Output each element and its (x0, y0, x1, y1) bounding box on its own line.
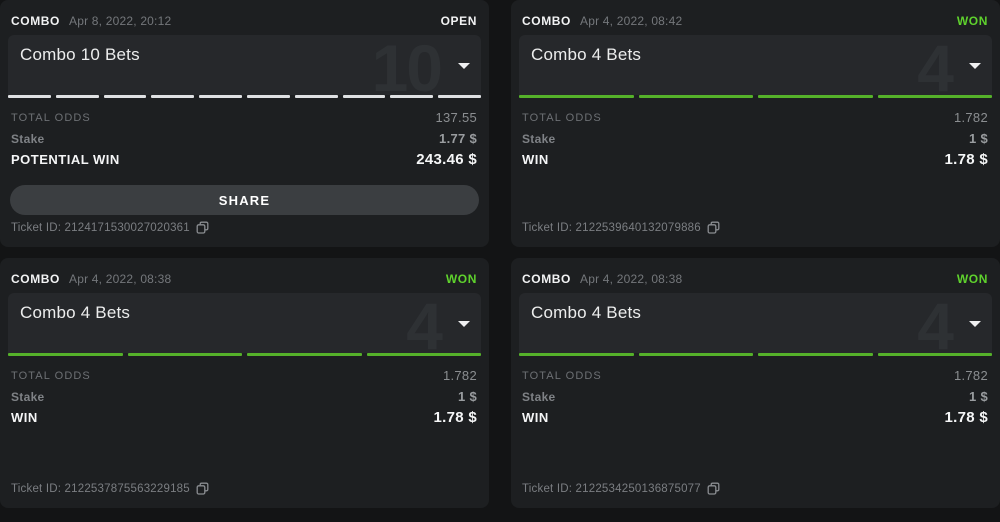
ticket-id-value: 2122537875563229185 (64, 482, 190, 495)
bet-card-open: COMBO Apr 8, 2022, 20:12 OPEN Combo 10 B… (0, 0, 489, 247)
bet-type-label: COMBO (522, 14, 571, 28)
win-value: 1.78 $ (944, 409, 988, 426)
bet-date: Apr 4, 2022, 08:42 (580, 14, 683, 28)
bet-summary-strip[interactable]: Combo 4 Bets 4 (8, 293, 481, 353)
bet-figures: TOTAL ODDS 137.55 Stake 1.77 $ POTENTIAL… (0, 98, 489, 170)
status-badge: WON (956, 14, 988, 28)
legs-count-watermark: 10 (371, 35, 443, 95)
card-header: COMBO Apr 4, 2022, 08:38 WON (0, 258, 489, 286)
legs-progress (8, 353, 481, 356)
legs-progress (8, 95, 481, 98)
ticket-id-text: Ticket ID: 2122534250136875077 (522, 482, 701, 495)
legs-progress (519, 95, 992, 98)
ticket-id-row: Ticket ID: 2122537875563229185 (11, 482, 209, 495)
total-odds-value: 1.782 (953, 368, 988, 383)
stake-label: Stake (11, 131, 45, 146)
bet-title: Combo 10 Bets (20, 45, 140, 64)
bet-type-label: COMBO (11, 272, 60, 286)
win-value: 1.78 $ (433, 409, 477, 426)
bet-date: Apr 4, 2022, 08:38 (69, 272, 172, 286)
copy-icon[interactable] (707, 221, 720, 234)
total-odds-value: 1.782 (953, 110, 988, 125)
chevron-down-icon[interactable] (458, 321, 470, 327)
stake-label: Stake (11, 389, 45, 404)
win-label: WIN (522, 410, 549, 425)
potential-win-value: 243.46 $ (416, 151, 477, 168)
ticket-id-value: 2122534250136875077 (575, 482, 701, 495)
legs-progress (519, 353, 992, 356)
copy-icon[interactable] (196, 221, 209, 234)
copy-icon[interactable] (196, 482, 209, 495)
bet-type-label: COMBO (11, 14, 60, 28)
bet-figures: TOTAL ODDS 1.782 Stake 1 $ WIN 1.78 $ (511, 98, 1000, 170)
total-odds-row: TOTAL ODDS 1.782 (11, 365, 477, 386)
ticket-id-row: Ticket ID: 2122539640132079886 (522, 221, 720, 234)
stake-row: Stake 1.77 $ (11, 128, 477, 149)
bet-title: Combo 4 Bets (20, 303, 131, 322)
win-label: WIN (11, 410, 38, 425)
win-row: WIN 1.78 $ (11, 407, 477, 428)
bet-date: Apr 4, 2022, 08:38 (580, 272, 683, 286)
total-odds-value: 1.782 (442, 368, 477, 383)
total-odds-label: TOTAL ODDS (11, 369, 91, 382)
total-odds-row: TOTAL ODDS 137.55 (11, 107, 477, 128)
stake-label: Stake (522, 131, 556, 146)
card-header: COMBO Apr 8, 2022, 20:12 OPEN (0, 0, 489, 28)
win-value: 1.78 $ (944, 151, 988, 168)
stake-row: Stake 1 $ (11, 386, 477, 407)
status-badge: WON (445, 272, 477, 286)
total-odds-value: 137.55 (435, 110, 477, 125)
win-row: WIN 1.78 $ (522, 149, 988, 170)
card-header: COMBO Apr 4, 2022, 08:42 WON (511, 0, 1000, 28)
total-odds-row: TOTAL ODDS 1.782 (522, 365, 988, 386)
chevron-down-icon[interactable] (969, 321, 981, 327)
bet-summary-strip[interactable]: Combo 4 Bets 4 (519, 35, 992, 95)
bet-type-label: COMBO (522, 272, 571, 286)
bet-card-won: COMBO Apr 4, 2022, 08:42 WON Combo 4 Bet… (511, 0, 1000, 247)
potential-win-label: POTENTIAL WIN (11, 152, 120, 167)
bet-figures: TOTAL ODDS 1.782 Stake 1 $ WIN 1.78 $ (511, 356, 1000, 428)
bet-title: Combo 4 Bets (531, 45, 642, 64)
chevron-down-icon[interactable] (969, 63, 981, 69)
stake-row: Stake 1 $ (522, 386, 988, 407)
bet-history-grid: COMBO Apr 8, 2022, 20:12 OPEN Combo 10 B… (0, 0, 1000, 508)
potential-win-row: POTENTIAL WIN 243.46 $ (11, 149, 477, 170)
ticket-id-text: Ticket ID: 2124171530027020361 (11, 221, 190, 234)
total-odds-label: TOTAL ODDS (522, 111, 602, 124)
stake-value: 1 $ (969, 389, 988, 404)
ticket-id-text: Ticket ID: 2122539640132079886 (522, 221, 701, 234)
ticket-id-value: 2122539640132079886 (575, 221, 701, 234)
stake-label: Stake (522, 389, 556, 404)
stake-value: 1.77 $ (439, 131, 477, 146)
win-label: WIN (522, 152, 549, 167)
bet-card-won: COMBO Apr 4, 2022, 08:38 WON Combo 4 Bet… (0, 258, 489, 508)
stake-value: 1 $ (969, 131, 988, 146)
legs-count-watermark: 4 (917, 35, 954, 95)
legs-count-watermark: 4 (917, 293, 954, 353)
bet-title: Combo 4 Bets (531, 303, 642, 322)
ticket-id-text: Ticket ID: 2122537875563229185 (11, 482, 190, 495)
stake-value: 1 $ (458, 389, 477, 404)
ticket-id-row: Ticket ID: 2124171530027020361 (11, 221, 209, 234)
total-odds-label: TOTAL ODDS (522, 369, 602, 382)
bet-figures: TOTAL ODDS 1.782 Stake 1 $ WIN 1.78 $ (0, 356, 489, 428)
status-badge: WON (956, 272, 988, 286)
stake-row: Stake 1 $ (522, 128, 988, 149)
legs-count-watermark: 4 (406, 293, 443, 353)
total-odds-row: TOTAL ODDS 1.782 (522, 107, 988, 128)
card-header: COMBO Apr 4, 2022, 08:38 WON (511, 258, 1000, 286)
copy-icon[interactable] (707, 482, 720, 495)
status-badge: OPEN (440, 14, 477, 28)
total-odds-label: TOTAL ODDS (11, 111, 91, 124)
bet-card-won: COMBO Apr 4, 2022, 08:38 WON Combo 4 Bet… (511, 258, 1000, 508)
win-row: WIN 1.78 $ (522, 407, 988, 428)
chevron-down-icon[interactable] (458, 63, 470, 69)
bet-date: Apr 8, 2022, 20:12 (69, 14, 172, 28)
ticket-id-row: Ticket ID: 2122534250136875077 (522, 482, 720, 495)
share-button[interactable]: SHARE (10, 185, 479, 215)
ticket-id-value: 2124171530027020361 (64, 221, 190, 234)
bet-summary-strip[interactable]: Combo 4 Bets 4 (519, 293, 992, 353)
bet-summary-strip[interactable]: Combo 10 Bets 10 (8, 35, 481, 95)
